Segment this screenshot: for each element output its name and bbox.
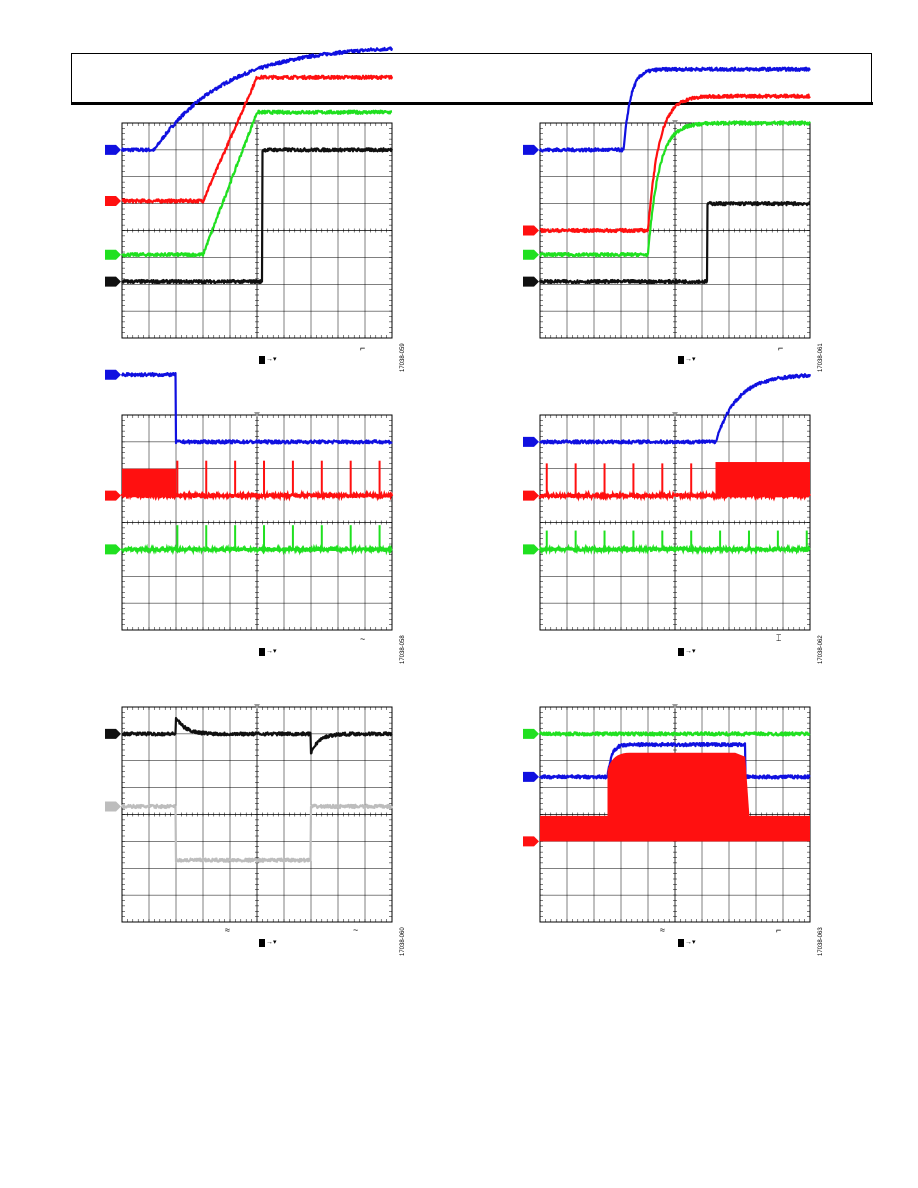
trace-red bbox=[120, 489, 394, 502]
trace-black bbox=[120, 147, 394, 285]
channel-level-marker-icon bbox=[523, 276, 539, 287]
trace-blue bbox=[120, 372, 393, 445]
channel-level-marker-icon bbox=[105, 144, 121, 155]
channel-level-marker-icon bbox=[523, 771, 539, 782]
falling-edge-trigger-icon: ~ bbox=[353, 925, 359, 935]
oscilloscope-plot-4 bbox=[523, 373, 812, 631]
trace-green bbox=[539, 120, 811, 258]
rising-edge-trigger-icon: ⌐ bbox=[776, 925, 782, 935]
trace-blue bbox=[538, 66, 811, 153]
channel-level-marker-icon bbox=[523, 225, 539, 236]
figure-id: 17038-060 bbox=[400, 927, 406, 956]
rising-edge-trigger-icon: ⌐ bbox=[778, 343, 784, 353]
trigger-position-icon bbox=[254, 704, 260, 709]
channel-level-marker-icon bbox=[105, 249, 121, 260]
page-header-rule bbox=[71, 102, 873, 105]
channel-level-marker-icon bbox=[523, 836, 539, 847]
run-marker-icon: →▾ bbox=[259, 355, 277, 365]
run-marker-icon: →▾ bbox=[678, 647, 696, 657]
trigger-position-icon bbox=[672, 704, 678, 709]
either-edge-trigger-icon: ⌶ bbox=[776, 633, 782, 643]
trace-blue bbox=[538, 373, 812, 445]
oscilloscope-plot-5 bbox=[105, 704, 394, 923]
channel-level-marker-icon bbox=[105, 195, 121, 206]
channel-coupling-icon: ≈ bbox=[660, 925, 665, 935]
channel-level-marker-icon bbox=[523, 249, 539, 260]
channel-coupling-icon: ≈ bbox=[225, 925, 230, 935]
channel-level-marker-icon bbox=[523, 728, 539, 739]
channel-level-marker-icon bbox=[105, 490, 121, 501]
oscilloscope-plot-6 bbox=[523, 704, 811, 923]
figure-id: 17038-062 bbox=[818, 635, 824, 664]
trace-green bbox=[121, 109, 393, 258]
trace-blue bbox=[120, 46, 394, 153]
channel-level-marker-icon bbox=[523, 544, 539, 555]
oscilloscope-plot-3 bbox=[105, 369, 394, 631]
figure-id: 17038-063 bbox=[818, 927, 824, 956]
channel-level-marker-icon bbox=[105, 369, 121, 380]
oscilloscope-plot-2 bbox=[523, 66, 811, 339]
trace-gray bbox=[121, 803, 394, 863]
trigger-position-icon bbox=[254, 120, 260, 125]
figure-id: 17038-059 bbox=[400, 343, 406, 372]
figure-id: 17038-061 bbox=[818, 343, 824, 372]
trace-red bbox=[121, 74, 394, 204]
channel-level-marker-icon bbox=[105, 276, 121, 287]
falling-edge-trigger-icon: ~ bbox=[360, 634, 366, 644]
trace-black bbox=[538, 200, 811, 285]
trace-red-burst bbox=[122, 468, 176, 496]
trace-red bbox=[539, 93, 811, 234]
channel-level-marker-icon bbox=[523, 436, 539, 447]
run-marker-icon: →▾ bbox=[259, 647, 277, 657]
run-marker-icon: →▾ bbox=[678, 355, 696, 365]
trace-green bbox=[538, 543, 811, 556]
figure-id: 17038-058 bbox=[400, 635, 406, 664]
channel-level-marker-icon bbox=[105, 801, 121, 812]
oscilloscope-plot-1 bbox=[105, 46, 394, 339]
trigger-position-icon bbox=[672, 412, 678, 417]
trace-green bbox=[538, 731, 811, 737]
rising-edge-trigger-icon: ⌐ bbox=[360, 343, 366, 353]
channel-level-marker-icon bbox=[523, 144, 539, 155]
trigger-position-icon bbox=[254, 412, 260, 417]
trace-red-pulse bbox=[607, 752, 752, 842]
trace-blue bbox=[538, 741, 811, 780]
channel-level-marker-icon bbox=[105, 728, 121, 739]
trace-green bbox=[120, 543, 393, 556]
run-marker-icon: →▾ bbox=[259, 938, 277, 948]
channel-level-marker-icon bbox=[523, 490, 539, 501]
trigger-position-icon bbox=[672, 120, 678, 125]
channel-level-marker-icon bbox=[105, 544, 121, 555]
trace-red-burst bbox=[715, 462, 810, 496]
trace-black bbox=[121, 716, 393, 755]
run-marker-icon: →▾ bbox=[678, 938, 696, 948]
